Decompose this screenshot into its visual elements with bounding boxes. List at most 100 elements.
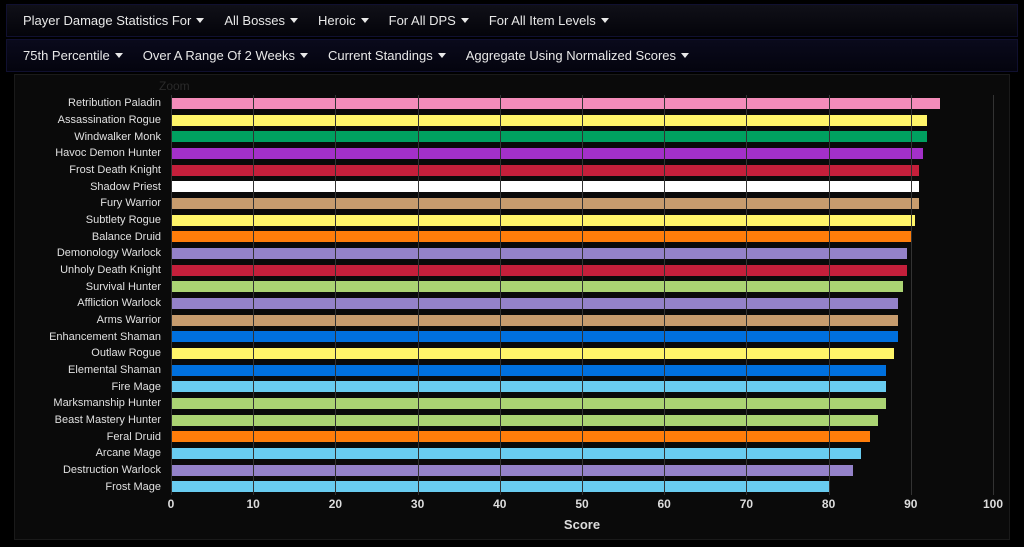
chart-bar[interactable]	[171, 365, 886, 376]
filter-dropdown[interactable]: Current Standings	[318, 42, 456, 69]
chevron-down-icon	[300, 53, 308, 58]
x-tick-label: 0	[168, 497, 175, 511]
filter-dropdown[interactable]: Aggregate Using Normalized Scores	[456, 42, 699, 69]
x-tick-label: 20	[329, 497, 342, 511]
y-tick-label: Demonology Warlock	[15, 245, 167, 262]
gridline	[335, 95, 336, 495]
chart-bar[interactable]	[171, 415, 878, 426]
chart-bar[interactable]	[171, 431, 870, 442]
gridline	[664, 95, 665, 495]
x-axis-label: Score	[171, 517, 993, 532]
filter-dropdown[interactable]: For All DPS	[379, 7, 479, 34]
chart-bar[interactable]	[171, 115, 927, 126]
y-tick-label: Marksmanship Hunter	[15, 395, 167, 412]
y-tick-label: Arms Warrior	[15, 312, 167, 329]
chevron-down-icon	[601, 18, 609, 23]
chart-bar[interactable]	[171, 281, 903, 292]
y-tick-label: Retribution Paladin	[15, 95, 167, 112]
chart-bar[interactable]	[171, 165, 919, 176]
filter-dropdown[interactable]: For All Item Levels	[479, 7, 619, 34]
chart-bar[interactable]	[171, 131, 927, 142]
y-tick-label: Frost Mage	[15, 478, 167, 495]
filter-dropdown[interactable]: Player Damage Statistics For	[13, 7, 214, 34]
filter-label: Heroic	[318, 13, 356, 28]
x-tick-label: 10	[247, 497, 260, 511]
gridline	[418, 95, 419, 495]
filter-dropdown[interactable]: All Bosses	[214, 7, 308, 34]
y-tick-label: Destruction Warlock	[15, 462, 167, 479]
y-tick-label: Frost Death Knight	[15, 162, 167, 179]
y-tick-label: Havoc Demon Hunter	[15, 145, 167, 162]
chevron-down-icon	[115, 53, 123, 58]
y-tick-label: Fire Mage	[15, 378, 167, 395]
y-tick-label: Survival Hunter	[15, 278, 167, 295]
chart-bar[interactable]	[171, 248, 907, 259]
chart-bar[interactable]	[171, 315, 898, 326]
chart-bar[interactable]	[171, 348, 894, 359]
filter-dropdown[interactable]: 75th Percentile	[13, 42, 133, 69]
filter-label: For All Item Levels	[489, 13, 596, 28]
chart-bar[interactable]	[171, 331, 898, 342]
chart-bar[interactable]	[171, 381, 886, 392]
chart-bar[interactable]	[171, 465, 853, 476]
y-tick-label: Subtlety Rogue	[15, 212, 167, 229]
y-tick-label: Arcane Mage	[15, 445, 167, 462]
x-tick-label: 30	[411, 497, 424, 511]
y-tick-label: Elemental Shaman	[15, 362, 167, 379]
x-tick-label: 80	[822, 497, 835, 511]
x-tick-label: 60	[658, 497, 671, 511]
chart-bar[interactable]	[171, 198, 919, 209]
chevron-down-icon	[461, 18, 469, 23]
filter-dropdown[interactable]: Heroic	[308, 7, 379, 34]
gridline	[911, 95, 912, 495]
chart-container: Zoom Retribution PaladinAssassination Ro…	[14, 74, 1010, 540]
chart-bar[interactable]	[171, 98, 940, 109]
gridline	[829, 95, 830, 495]
gridline	[993, 95, 994, 495]
chevron-down-icon	[438, 53, 446, 58]
chart-bar[interactable]	[171, 215, 915, 226]
page-root: Player Damage Statistics For All Bosses He…	[0, 0, 1024, 547]
chart-bar[interactable]	[171, 148, 923, 159]
gridline	[582, 95, 583, 495]
filter-bar: Player Damage Statistics For All Bosses He…	[0, 0, 1024, 72]
chart-bar[interactable]	[171, 298, 898, 309]
chevron-down-icon	[290, 18, 298, 23]
gridline	[171, 95, 172, 495]
chart-bar[interactable]	[171, 398, 886, 409]
y-tick-label: Unholy Death Knight	[15, 262, 167, 279]
x-tick-label: 40	[493, 497, 506, 511]
filter-label: Aggregate Using Normalized Scores	[466, 48, 676, 63]
x-tick-label: 50	[575, 497, 588, 511]
chart-bar[interactable]	[171, 231, 911, 242]
chevron-down-icon	[361, 18, 369, 23]
y-tick-label: Feral Druid	[15, 428, 167, 445]
chart-plot-area	[171, 95, 993, 495]
y-tick-label: Enhancement Shaman	[15, 328, 167, 345]
filter-label: Over A Range Of 2 Weeks	[143, 48, 295, 63]
y-tick-label: Balance Druid	[15, 228, 167, 245]
gridline	[746, 95, 747, 495]
y-tick-label: Assassination Rogue	[15, 112, 167, 129]
filter-label: 75th Percentile	[23, 48, 110, 63]
chevron-down-icon	[681, 53, 689, 58]
x-tick-label: 100	[983, 497, 1003, 511]
gridline	[253, 95, 254, 495]
filter-label: All Bosses	[224, 13, 285, 28]
filter-label: For All DPS	[389, 13, 456, 28]
y-tick-label: Fury Warrior	[15, 195, 167, 212]
y-tick-label: Outlaw Rogue	[15, 345, 167, 362]
filter-dropdown[interactable]: Over A Range Of 2 Weeks	[133, 42, 318, 69]
chart-bar[interactable]	[171, 265, 907, 276]
x-tick-label: 70	[740, 497, 753, 511]
y-tick-label: Windwalker Monk	[15, 128, 167, 145]
filter-label: Current Standings	[328, 48, 433, 63]
zoom-label: Zoom	[159, 79, 190, 93]
chart-bar[interactable]	[171, 181, 919, 192]
y-tick-label: Affliction Warlock	[15, 295, 167, 312]
filter-row-1: Player Damage Statistics For All Bosses He…	[6, 4, 1018, 37]
chart-bar[interactable]	[171, 448, 861, 459]
y-tick-label: Shadow Priest	[15, 178, 167, 195]
y-tick-label: Beast Mastery Hunter	[15, 412, 167, 429]
gridline	[500, 95, 501, 495]
